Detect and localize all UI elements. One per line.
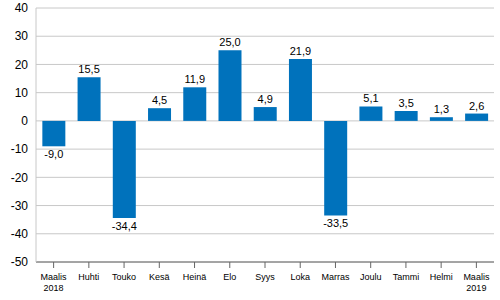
svg-text:Huhti: Huhti: [78, 272, 99, 282]
svg-text:15,5: 15,5: [78, 63, 99, 75]
svg-text:11,9: 11,9: [184, 73, 205, 85]
svg-text:Helmi: Helmi: [430, 272, 453, 282]
svg-text:Maalis2019: Maalis2019: [463, 272, 490, 293]
svg-text:Kesä: Kesä: [149, 272, 170, 282]
svg-text:20: 20: [15, 58, 29, 72]
svg-text:5,1: 5,1: [363, 92, 378, 104]
svg-text:-40: -40: [11, 227, 29, 241]
svg-text:1,3: 1,3: [434, 103, 449, 115]
svg-text:-10: -10: [11, 142, 29, 156]
svg-text:4,9: 4,9: [258, 93, 273, 105]
svg-text:Joulu: Joulu: [360, 272, 382, 282]
svg-text:-33,5: -33,5: [323, 217, 348, 229]
svg-text:10: 10: [15, 86, 29, 100]
svg-text:-30: -30: [11, 199, 29, 213]
svg-text:0: 0: [21, 114, 28, 128]
svg-text:3,5: 3,5: [399, 97, 414, 109]
svg-text:Marras: Marras: [321, 272, 350, 282]
svg-text:25,0: 25,0: [219, 36, 240, 48]
svg-text:Maalis2018: Maalis2018: [41, 272, 68, 293]
svg-text:30: 30: [15, 29, 29, 43]
svg-text:Tammi: Tammi: [393, 272, 420, 282]
svg-text:40: 40: [15, 1, 29, 15]
svg-text:-50: -50: [11, 255, 29, 269]
svg-text:2,6: 2,6: [469, 100, 484, 112]
svg-text:Heinä: Heinä: [183, 272, 207, 282]
svg-text:Elo: Elo: [223, 272, 236, 282]
svg-text:21,9: 21,9: [290, 45, 311, 57]
svg-text:Touko: Touko: [112, 272, 136, 282]
svg-text:Syys: Syys: [255, 272, 275, 282]
svg-text:Loka: Loka: [290, 272, 310, 282]
svg-text:-34,4: -34,4: [112, 220, 137, 232]
svg-text:-9,0: -9,0: [44, 148, 63, 160]
svg-text:-20: -20: [11, 171, 29, 185]
svg-text:4,5: 4,5: [152, 94, 167, 106]
